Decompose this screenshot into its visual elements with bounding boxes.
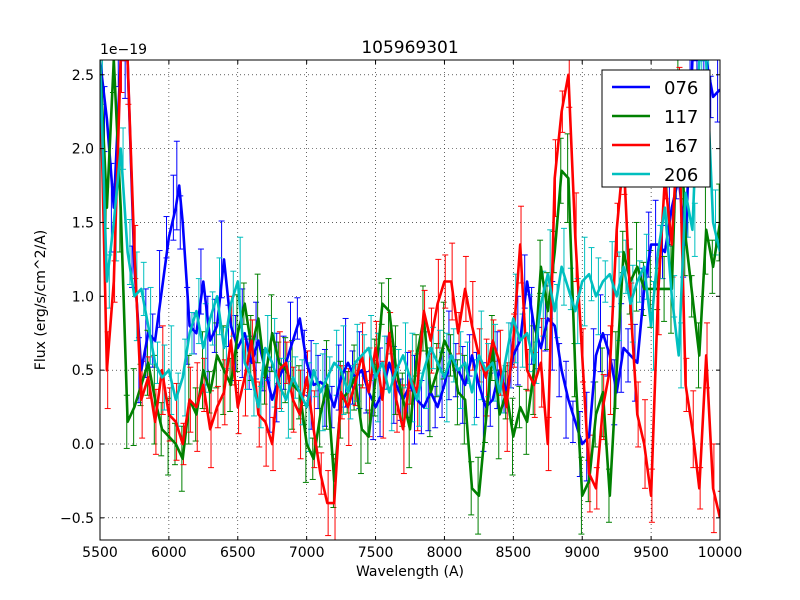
x-tick-label: 6000 [151,545,187,561]
x-tick-label: 9500 [633,545,669,561]
y-tick-label: 1.0 [72,289,94,305]
x-axis-label: Wavelength (A) [356,564,464,580]
x-tick-label: 8500 [496,545,532,561]
y-tick-label: −0.5 [60,511,94,527]
plot-frame [99,59,721,541]
series-line-206 [100,60,720,409]
x-tick-label: 8000 [427,545,463,561]
series-lines [100,60,720,519]
y-tick-label: 2.0 [72,142,94,158]
legend-label: 167 [664,136,698,157]
x-tick-label: 5500 [82,545,118,561]
y-tick-label: 1.5 [72,215,94,231]
y-tick-label: 0.0 [72,437,94,453]
legend-label: 206 [664,165,698,186]
series-line-117 [100,60,720,498]
legend-frame [601,69,711,188]
axis-ticks: 5500 6000 6500 7000 7500 8000 8500 9000 9500 1000… [60,60,742,561]
legend-label: 076 [664,78,698,99]
chart-title: 105969301 [361,38,458,58]
legend: 076 117 167 206 [601,69,711,188]
y-axis-label: Flux (erg/s/cm^2/A) [33,230,49,370]
x-tick-label: 7500 [358,545,394,561]
x-tick-label: 7000 [289,545,325,561]
x-tick-label: 9000 [564,545,600,561]
x-tick-label: 6500 [220,545,256,561]
y-tick-label: 2.5 [72,68,94,84]
legend-label: 117 [664,107,698,128]
x-tick-label: 10000 [698,545,743,561]
y-tick-label: 0.5 [72,363,94,379]
y-offset-label: 1e−19 [100,42,147,58]
